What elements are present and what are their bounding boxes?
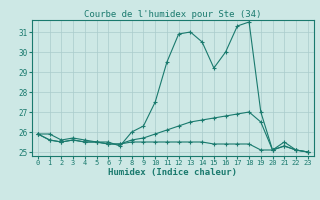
- X-axis label: Humidex (Indice chaleur): Humidex (Indice chaleur): [108, 168, 237, 177]
- Title: Courbe de l'humidex pour Ste (34): Courbe de l'humidex pour Ste (34): [84, 10, 261, 19]
